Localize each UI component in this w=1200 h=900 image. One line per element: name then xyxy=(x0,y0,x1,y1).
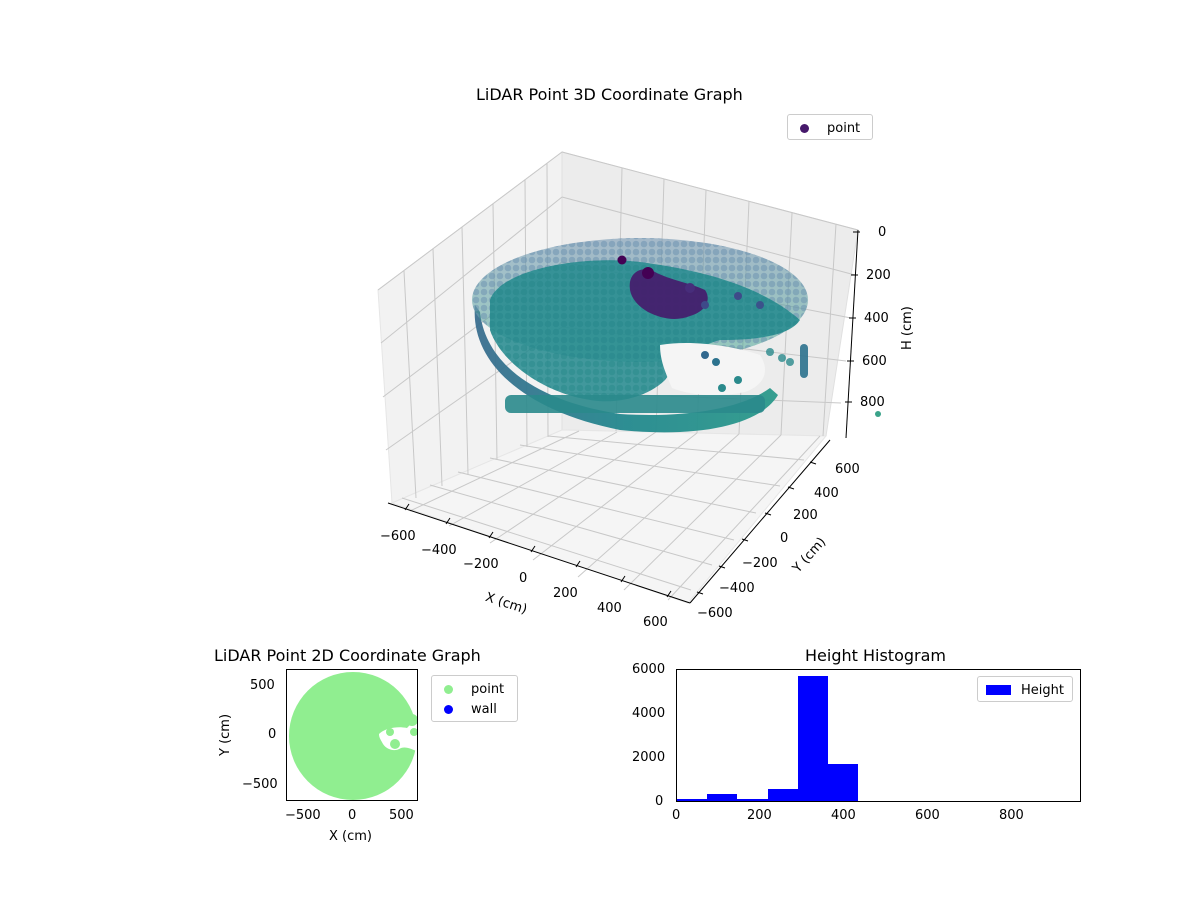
legend-2d: point wall xyxy=(431,675,518,722)
chart-2d-plot-area xyxy=(286,669,418,801)
chart-2d-canvas xyxy=(289,672,417,800)
z-axis-3d xyxy=(845,229,859,439)
legend-2d-wall-label: wall xyxy=(471,701,497,717)
y-axis-3d xyxy=(689,439,831,604)
legend-hist: Height xyxy=(977,676,1073,702)
axes-3d-lines xyxy=(387,229,860,604)
histogram-bar xyxy=(767,788,798,801)
z-axis-label-3d: H (cm) xyxy=(900,306,915,350)
histogram-bar xyxy=(737,799,768,801)
legend-hist-label: Height xyxy=(1021,682,1064,698)
point-cloud-3d xyxy=(472,238,881,433)
legend-3d-point-marker-icon xyxy=(800,123,809,133)
point-disc xyxy=(289,672,417,800)
chart-3d-title: LiDAR Point 3D Coordinate Graph xyxy=(476,85,743,104)
x-axis-3d xyxy=(387,502,691,604)
histogram-bar xyxy=(797,675,829,801)
legend-hist-patch-icon xyxy=(986,685,1012,695)
histogram-bar xyxy=(677,799,708,801)
legend-2d-wall-marker-icon xyxy=(444,704,453,714)
legend-3d-point-label: point xyxy=(827,120,861,136)
legend-3d: point xyxy=(787,114,873,140)
histogram-bar xyxy=(828,763,859,801)
legend-2d-point-label: point xyxy=(471,681,505,697)
histogram-plot-area xyxy=(676,669,1081,802)
y-axis-label-2d: Y (cm) xyxy=(218,713,233,756)
chart-2d-title: LiDAR Point 2D Coordinate Graph xyxy=(214,646,481,665)
x-axis-label-2d: X (cm) xyxy=(329,829,372,844)
histogram-title: Height Histogram xyxy=(805,646,946,665)
outlier-point xyxy=(617,255,627,265)
histogram-bar xyxy=(707,793,738,801)
legend-2d-point-marker-icon xyxy=(444,684,453,694)
